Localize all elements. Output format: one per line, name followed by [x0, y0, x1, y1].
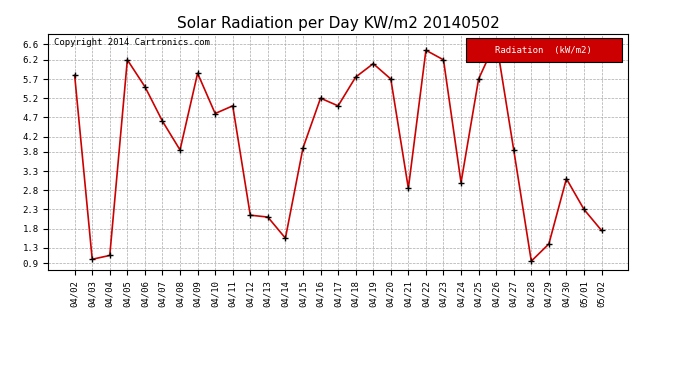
FancyBboxPatch shape: [466, 39, 622, 62]
Text: Radiation  (kW/m2): Radiation (kW/m2): [495, 46, 592, 55]
Text: Copyright 2014 Cartronics.com: Copyright 2014 Cartronics.com: [54, 39, 210, 48]
Title: Solar Radiation per Day KW/m2 20140502: Solar Radiation per Day KW/m2 20140502: [177, 16, 500, 31]
